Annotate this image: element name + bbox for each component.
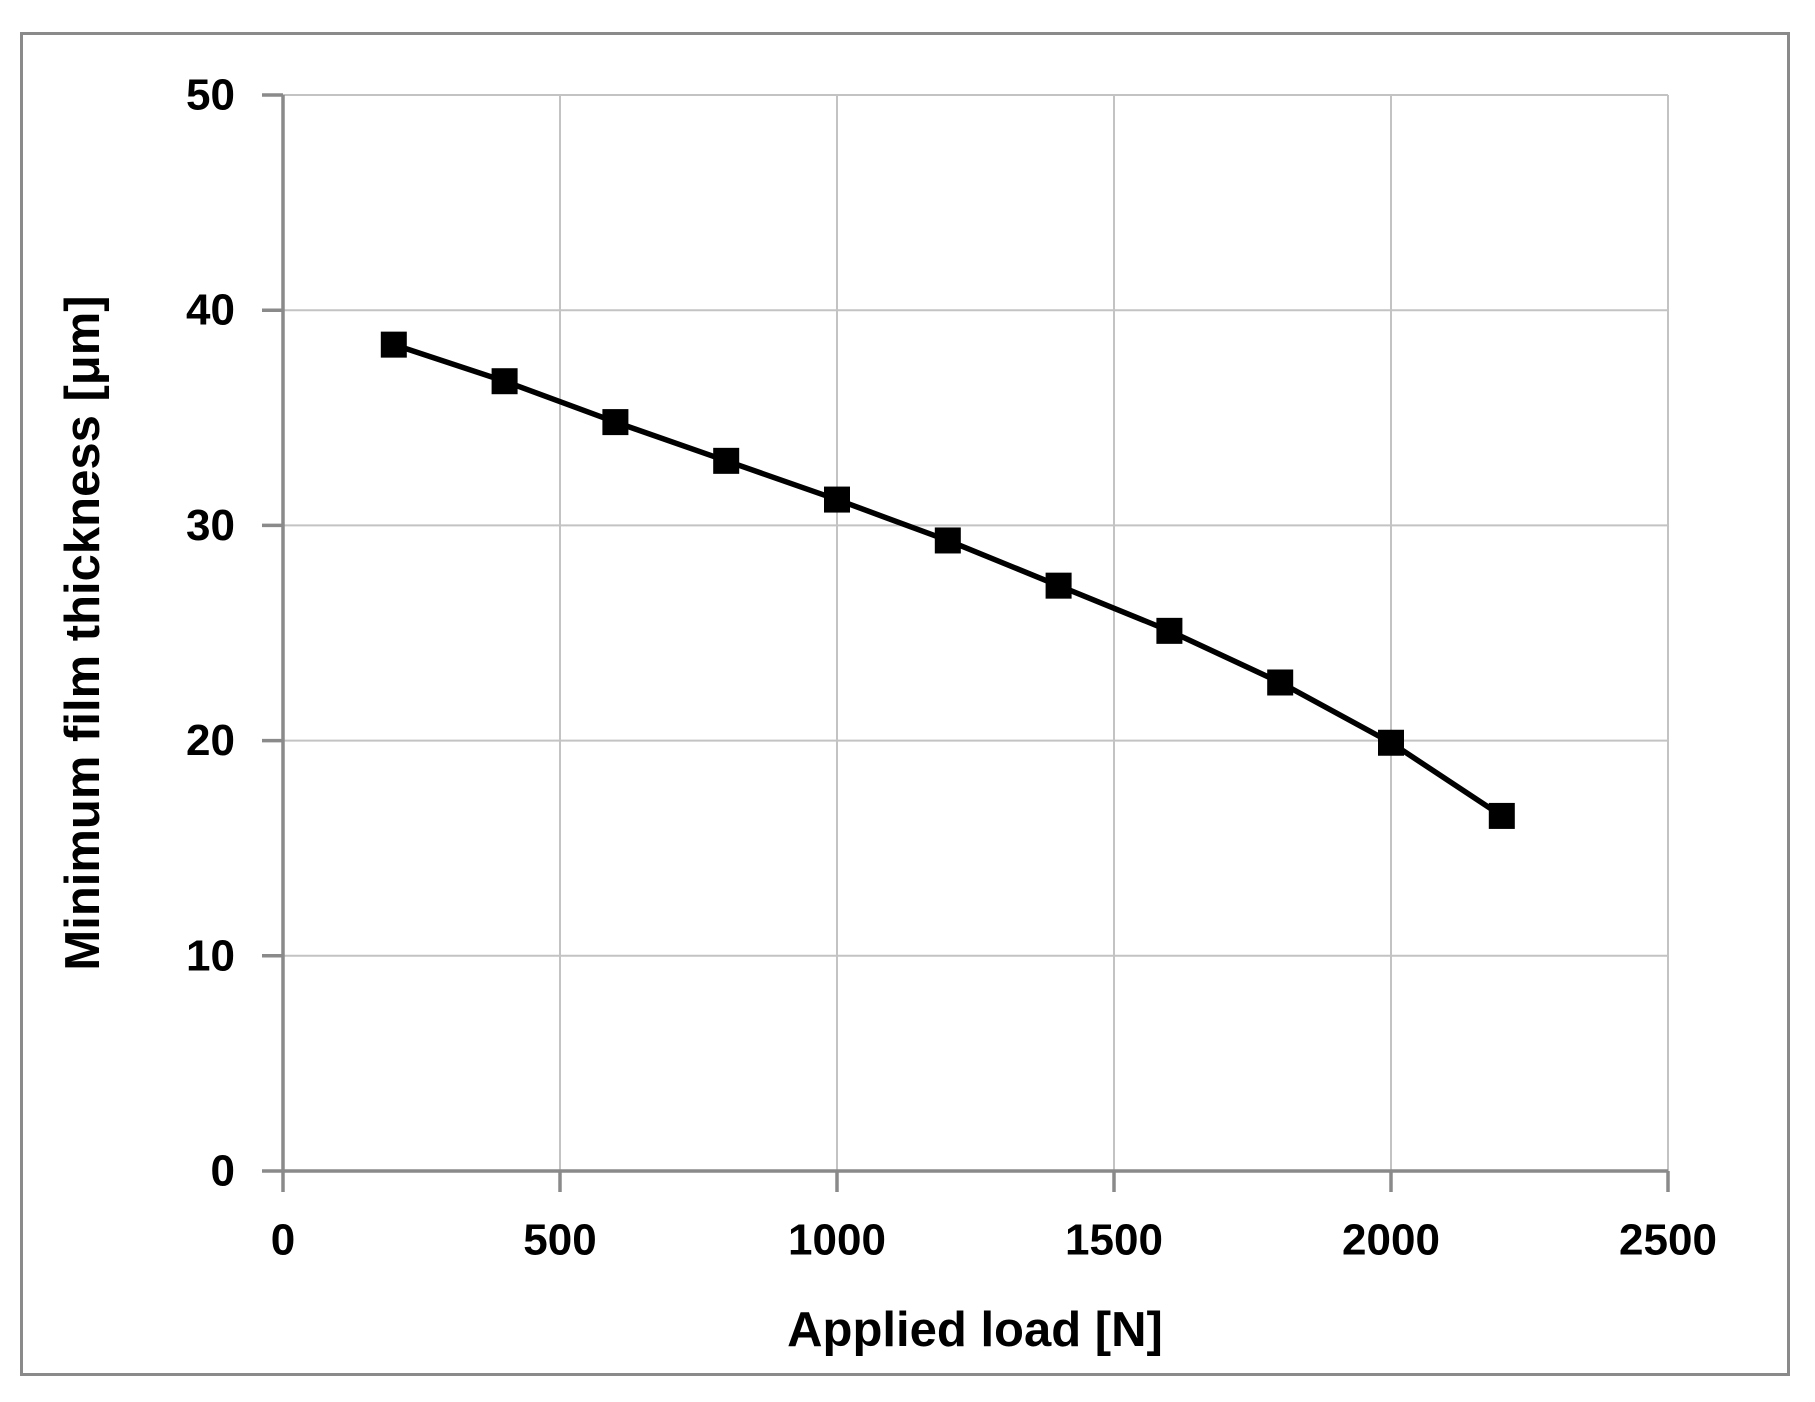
data-point-marker xyxy=(1488,802,1515,829)
x-axis-title: Applied load [N] xyxy=(787,1303,1163,1357)
x-tick-label: 0 xyxy=(271,1216,295,1265)
data-point-marker xyxy=(380,331,407,358)
x-tick-label: 2500 xyxy=(1619,1216,1717,1265)
x-tick-label: 1500 xyxy=(1065,1216,1163,1265)
y-tick-label: 0 xyxy=(211,1147,235,1196)
y-axis-title: Minimum film thickness [μm] xyxy=(56,295,110,970)
axes-layer xyxy=(262,93,1670,1192)
data-point-marker xyxy=(491,368,518,395)
tick-labels-layer: 0 500 1000 1500 2000 2500 0 10 20 30 40 50 xyxy=(186,71,1717,1265)
data-point-marker xyxy=(1045,572,1072,599)
y-tick-label: 10 xyxy=(186,931,235,980)
data-point-marker xyxy=(1267,669,1294,696)
y-tick-label: 20 xyxy=(186,716,235,765)
x-tick-label: 2000 xyxy=(1342,1216,1440,1265)
series-layer xyxy=(380,331,1515,829)
x-tick-label: 1000 xyxy=(788,1216,886,1265)
chart-outer-frame xyxy=(20,32,1790,1376)
data-point-marker xyxy=(934,527,961,554)
data-point-marker xyxy=(602,409,629,436)
y-tick-label: 50 xyxy=(186,71,235,120)
y-tick-label: 40 xyxy=(186,286,235,335)
x-tick-label: 500 xyxy=(523,1216,596,1265)
data-point-marker xyxy=(824,486,850,513)
data-point-marker xyxy=(1378,729,1404,756)
gridlines-layer xyxy=(283,94,1669,1171)
y-tick-label: 30 xyxy=(186,501,235,550)
data-point-marker xyxy=(1156,617,1183,644)
data-point-marker xyxy=(713,447,740,474)
